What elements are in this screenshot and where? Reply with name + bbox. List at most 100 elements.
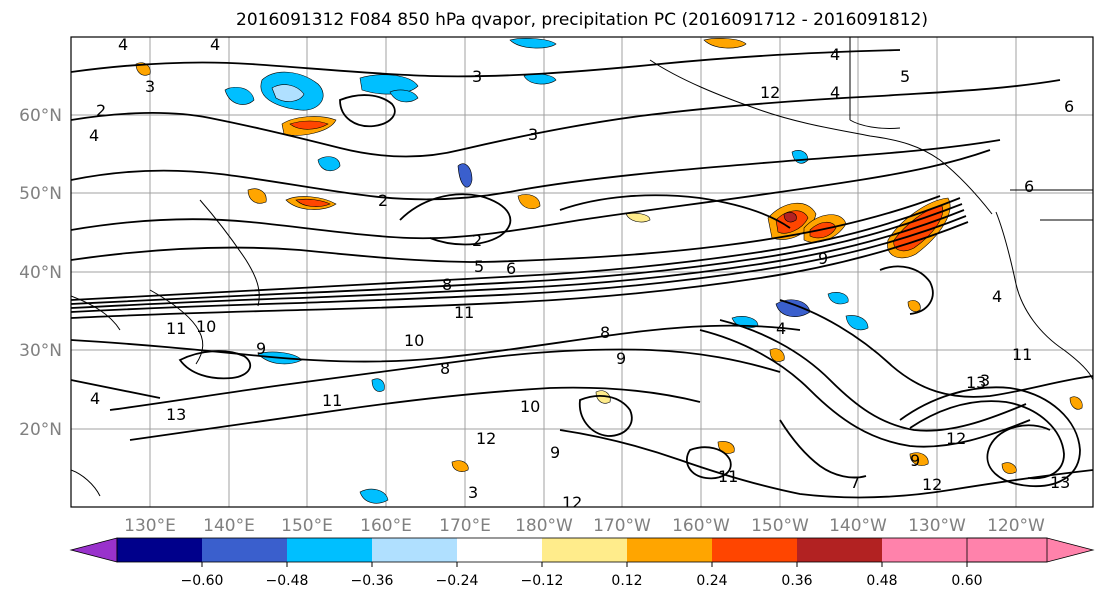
contour-label: 12	[922, 475, 942, 494]
contour-label: 12	[760, 83, 780, 102]
contour-label: 12	[562, 493, 582, 512]
lat-label: 60°N	[19, 106, 62, 126]
precip-positive-patch	[703, 38, 747, 49]
contour-line	[685, 446, 732, 480]
contour-label: 8	[442, 275, 452, 294]
precip-negative-patch	[359, 74, 419, 95]
lat-label: 40°N	[19, 263, 62, 283]
contour-label: 13	[1050, 473, 1070, 492]
colorbar-segment	[372, 538, 457, 562]
contour-line	[779, 299, 1093, 398]
colorbar-segment	[882, 538, 967, 562]
coastline	[995, 211, 1093, 381]
colorbar-tick-label: −0.24	[436, 573, 479, 589]
precip-patches	[135, 38, 1083, 504]
map-panel: 4 4 3 3 2 4 3 4 5 4 6 6 2 2 8 5 6 9 11 1…	[70, 35, 1094, 512]
precip-negative-patch	[457, 163, 473, 188]
contour-label: 6	[1064, 97, 1074, 116]
colorbar-tick-label: −0.36	[351, 573, 394, 589]
contour-line	[71, 215, 967, 313]
contour-line	[71, 221, 969, 319]
colorbar-segment	[542, 538, 627, 562]
colorbar-outline	[116, 537, 1048, 563]
colorbar-tick-label: −0.60	[181, 573, 224, 589]
lat-label: 50°N	[19, 184, 62, 204]
longitude-labels: 130°E 140°E 150°E 160°E 170°E 180°W 170°…	[124, 516, 1045, 536]
lon-label: 120°W	[987, 516, 1045, 536]
contour-label: 3	[468, 483, 478, 502]
lat-label: 30°N	[19, 341, 62, 361]
contour-label: 4	[830, 83, 840, 102]
lon-label: 160°W	[672, 516, 730, 536]
precip-positive-patch	[289, 120, 329, 130]
contour-label: 9	[550, 443, 560, 462]
lon-label: 180°W	[515, 516, 573, 536]
colorbar-extend-high	[966, 537, 1095, 563]
precip-positive-patch	[907, 300, 921, 312]
contour-line	[71, 195, 941, 263]
contour-label: 4	[210, 35, 220, 54]
contour-line	[71, 379, 161, 399]
colorbar-tick-label: 0.12	[611, 573, 642, 589]
contour-line	[578, 395, 633, 437]
lon-label: 150°W	[751, 516, 809, 536]
contour-label: 13	[966, 373, 986, 392]
contour-line	[109, 348, 781, 411]
contour-label: 6	[1024, 177, 1034, 196]
contour-line	[559, 194, 791, 229]
precip-negative-patch	[389, 89, 419, 103]
precip-positive-patch	[769, 348, 785, 362]
precip-positive-patch	[783, 212, 797, 223]
lon-label: 170°W	[593, 516, 651, 536]
precip-negative-patch	[845, 315, 869, 331]
contour-line	[719, 319, 1027, 432]
contour-label: 7	[850, 473, 860, 492]
colorbar-tick-label: 0.36	[781, 573, 812, 589]
lon-label: 140°W	[829, 516, 887, 536]
precip-positive-patch	[295, 198, 331, 207]
contour-label: 11	[454, 303, 474, 322]
lon-label: 130°W	[908, 516, 966, 536]
border-line	[1010, 189, 1093, 221]
contour-label: 9	[616, 349, 626, 368]
colorbar-segment	[712, 538, 797, 562]
contour-label: 3	[980, 371, 990, 390]
precip-positive-patch	[625, 212, 651, 223]
contour-label: 12	[476, 429, 496, 448]
lon-label: 160°E	[360, 516, 412, 536]
contour-line	[71, 324, 801, 363]
contour-label: 10	[196, 317, 216, 336]
colorbar-segment	[797, 538, 882, 562]
contour-label: 11	[166, 319, 186, 338]
lon-label: 140°E	[203, 516, 255, 536]
precip-positive-patch	[247, 188, 267, 204]
precip-positive-patch	[909, 452, 929, 466]
contour-label: 11	[1012, 345, 1032, 364]
contour-line	[339, 94, 396, 128]
precip-positive-patch	[595, 390, 611, 404]
contour-label: 13	[166, 405, 186, 424]
contour-line	[71, 149, 991, 240]
contour-label: 9	[256, 339, 266, 358]
lon-label: 170°E	[439, 516, 491, 536]
contour-label: 6	[506, 259, 516, 278]
contour-label: 2	[96, 101, 106, 120]
contour-label: 4	[89, 126, 99, 145]
latitude-labels: 20°N 30°N 40°N 50°N 60°N	[19, 106, 62, 440]
contour-line	[779, 419, 867, 479]
lon-label: 150°E	[281, 516, 333, 536]
colorbar: −0.60 −0.48 −0.36 −0.24 −0.12 0.12 0.24 …	[69, 537, 1095, 589]
contour-label: 5	[900, 67, 910, 86]
contour-label: 10	[520, 397, 540, 416]
colorbar-tick-labels: −0.60 −0.48 −0.36 −0.24 −0.12 0.12 0.24 …	[181, 573, 983, 589]
contour-label: 3	[472, 67, 482, 86]
contour-line	[879, 265, 934, 315]
contour-label: 3	[145, 77, 155, 96]
contour-label: 10	[404, 331, 424, 350]
precip-positive-patch	[517, 194, 541, 209]
contour-label: 4	[90, 389, 100, 408]
contour-labels: 4 4 3 3 2 4 3 4 5 4 6 6 2 2 8 5 6 9 11 1…	[89, 35, 1074, 512]
contour-label: 11	[718, 467, 738, 486]
precip-positive-patch	[1069, 396, 1083, 410]
